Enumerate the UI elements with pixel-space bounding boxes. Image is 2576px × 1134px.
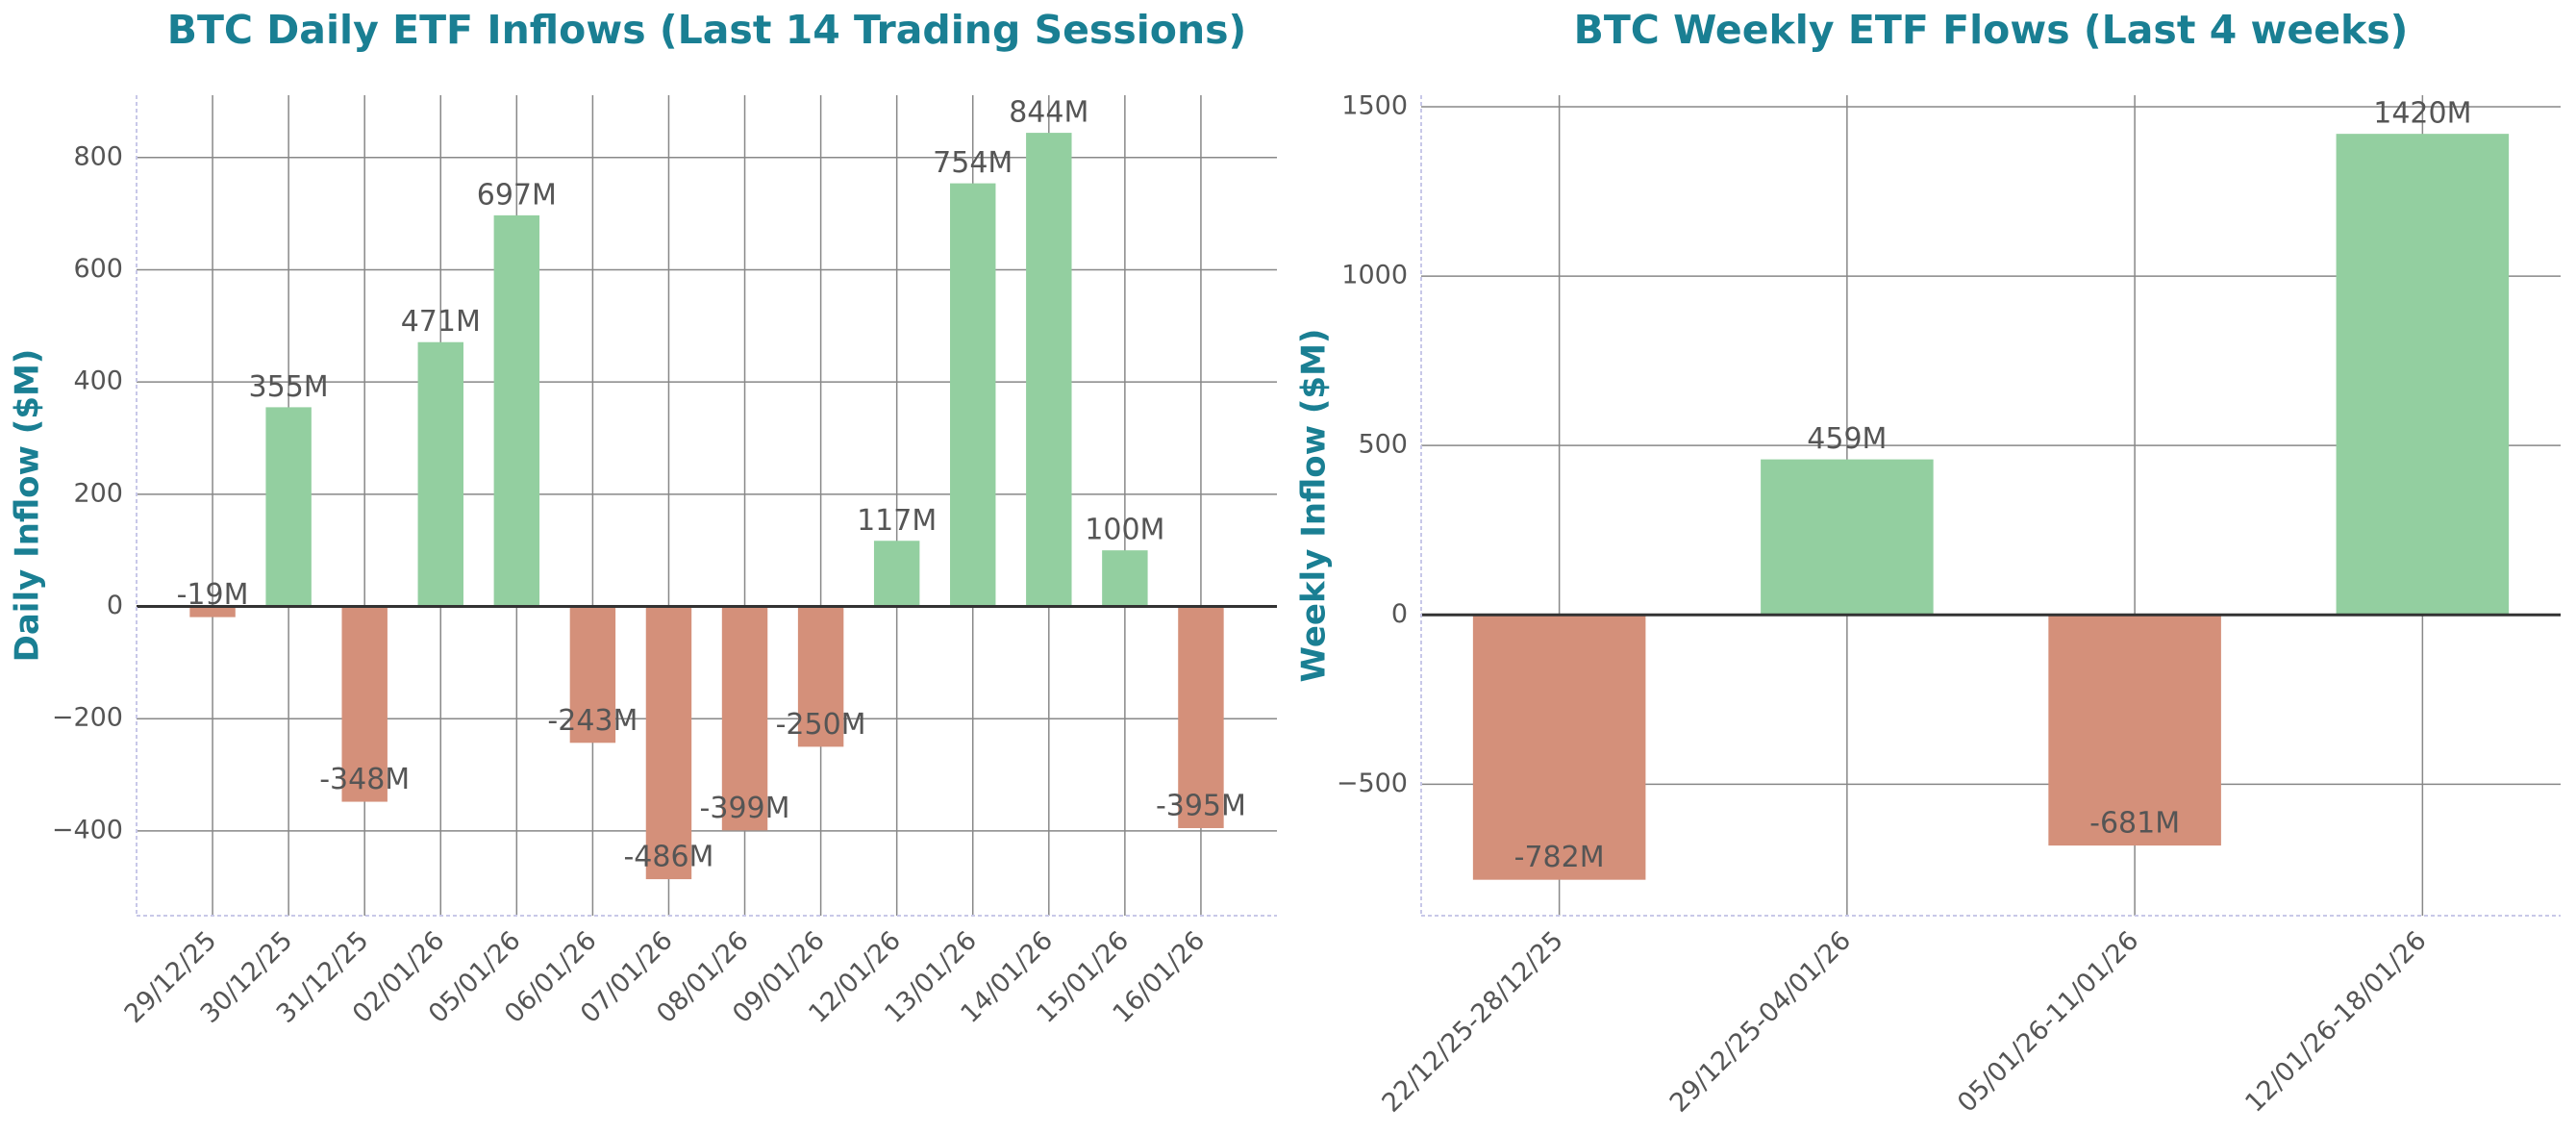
y-tick-label: 400 <box>73 366 123 396</box>
y-axis-label: Weekly Inflow ($M) <box>1295 329 1334 683</box>
bar <box>493 214 540 607</box>
y-tick-label: 800 <box>73 141 123 171</box>
bar <box>569 606 616 743</box>
bar <box>1102 550 1148 607</box>
bar <box>1178 606 1224 828</box>
bar <box>2336 134 2510 616</box>
value-label: -243M <box>547 704 638 738</box>
bar <box>645 606 692 880</box>
value-label: 355M <box>249 370 329 404</box>
value-label: -395M <box>1156 789 1246 822</box>
y-tick-label: 0 <box>107 591 123 620</box>
x-tick-label: 12/01/26-18/01/26 <box>2239 925 2432 1118</box>
bar <box>265 407 312 607</box>
value-label: 117M <box>857 504 937 538</box>
value-label: -250M <box>776 708 866 742</box>
y-tick-label: 1000 <box>1341 261 1408 290</box>
value-label: -782M <box>1514 841 1605 874</box>
value-label: 844M <box>1009 96 1088 130</box>
value-label: -681M <box>2089 807 2180 841</box>
bar <box>1472 615 1646 880</box>
bar <box>873 541 920 607</box>
value-label: 697M <box>477 178 557 212</box>
value-label: -348M <box>319 763 410 796</box>
value-label: 471M <box>401 305 481 339</box>
bar <box>797 606 844 747</box>
value-label: 100M <box>1085 514 1164 547</box>
value-label: -486M <box>623 841 713 874</box>
x-tick-label: 22/12/25-28/12/25 <box>1377 925 1569 1118</box>
y-tick-label: −400 <box>52 815 123 844</box>
bar <box>189 606 236 617</box>
bar <box>2048 615 2221 846</box>
value-label: 459M <box>1807 422 1887 456</box>
bar <box>721 606 768 831</box>
y-tick-label: 0 <box>1391 599 1408 629</box>
y-tick-label: 200 <box>73 478 123 508</box>
x-tick-label: 05/01/26-11/01/26 <box>1952 925 2144 1118</box>
bar <box>417 341 463 607</box>
y-tick-label: 600 <box>73 254 123 284</box>
bar <box>950 183 996 607</box>
y-tick-label: 1500 <box>1341 90 1408 120</box>
y-axis-label: Daily Inflow ($M) <box>9 349 47 663</box>
value-label: -399M <box>700 792 790 825</box>
y-tick-label: −200 <box>52 703 123 733</box>
chart-title: BTC Daily ETF Inflows (Last 14 Trading S… <box>167 7 1247 53</box>
bar <box>341 606 388 802</box>
chart-title: BTC Weekly ETF Flows (Last 4 weeks) <box>1574 7 2409 53</box>
y-tick-label: 500 <box>1358 430 1408 460</box>
x-tick-label: 29/12/25-04/01/26 <box>1664 925 1857 1118</box>
bar <box>1026 133 1072 607</box>
value-label: 1420M <box>2373 97 2471 131</box>
y-tick-label: −500 <box>1337 769 1408 798</box>
value-label: 754M <box>933 146 1013 180</box>
bar <box>1761 459 1934 616</box>
